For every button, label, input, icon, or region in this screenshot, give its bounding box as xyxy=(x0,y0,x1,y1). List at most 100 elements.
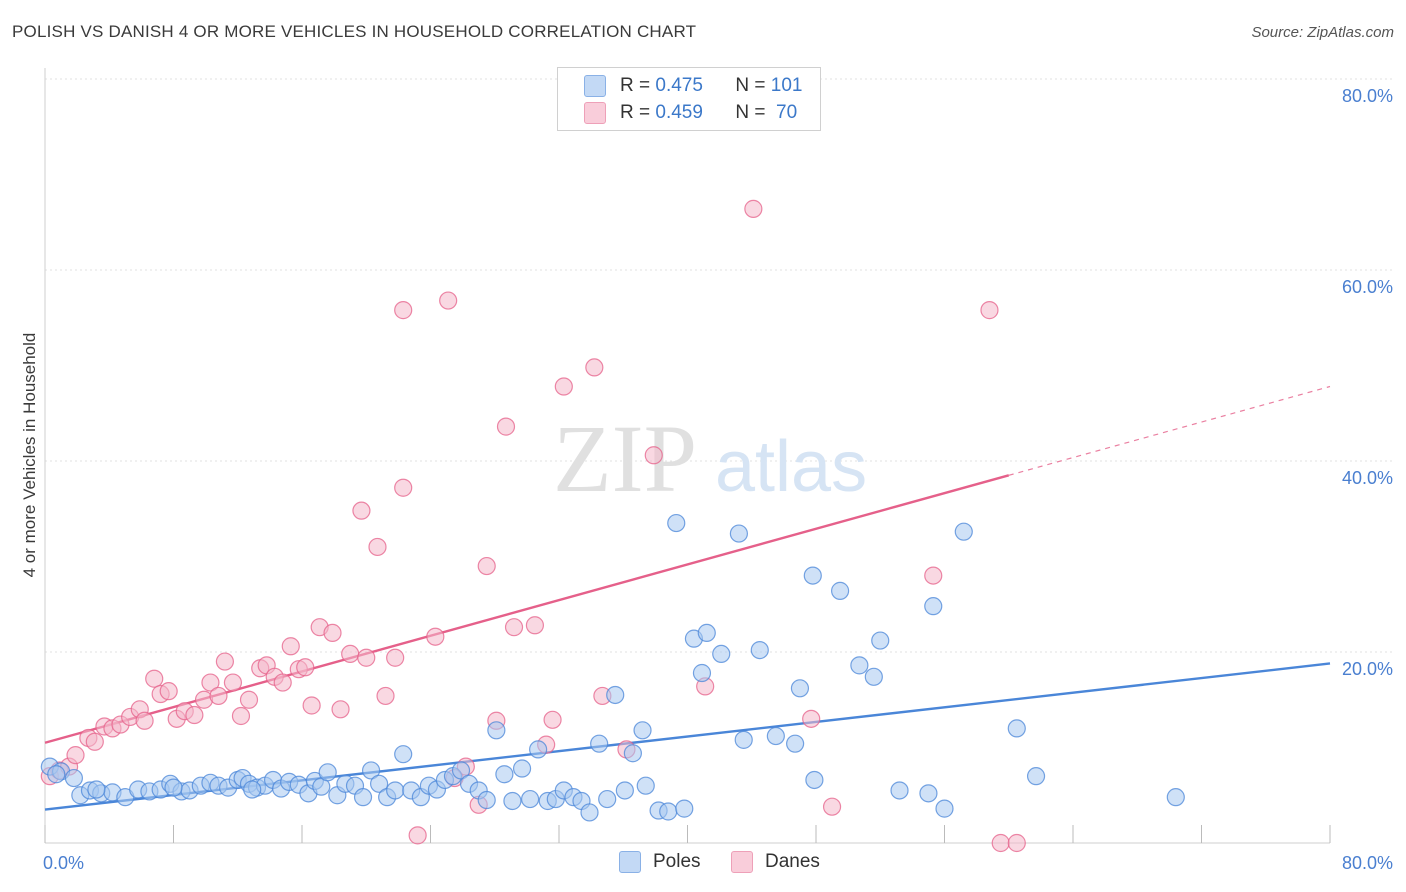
data-points xyxy=(40,199,1185,853)
legend-item-poles[interactable]: Poles xyxy=(619,851,701,873)
data-point-danes xyxy=(135,711,154,730)
data-point-danes xyxy=(554,377,573,396)
legend-n-label: N = xyxy=(735,102,771,123)
data-point-danes xyxy=(185,705,204,725)
data-point-danes xyxy=(85,732,104,751)
watermark-atlas: atlas xyxy=(715,427,867,507)
data-point-poles xyxy=(633,721,652,740)
data-point-danes xyxy=(296,658,315,677)
legend-r-label: R = xyxy=(620,75,656,96)
data-point-danes xyxy=(394,478,413,497)
data-point-danes xyxy=(281,637,300,656)
data-point-danes xyxy=(323,623,342,643)
data-point-poles xyxy=(890,781,909,800)
data-point-poles xyxy=(935,799,954,818)
data-point-poles xyxy=(606,685,625,705)
data-point-poles xyxy=(529,740,548,759)
data-point-danes xyxy=(585,358,604,377)
data-point-poles xyxy=(790,679,810,698)
legend-row-poles: R = 0.475 N = 101 xyxy=(584,74,802,98)
legend-n-value: 70 xyxy=(770,102,798,123)
data-point-poles xyxy=(871,631,890,650)
data-point-poles xyxy=(712,644,731,664)
data-point-danes xyxy=(231,706,251,726)
data-point-poles xyxy=(47,765,66,784)
data-point-danes xyxy=(980,301,999,320)
legend-r-value: 0.475 xyxy=(655,75,703,96)
data-point-poles xyxy=(64,768,84,788)
data-point-poles xyxy=(850,656,869,675)
data-point-poles xyxy=(487,721,506,740)
trend-extension-danes xyxy=(1008,385,1331,476)
data-point-poles xyxy=(512,759,532,778)
data-point-danes xyxy=(496,417,516,436)
data-point-poles xyxy=(590,734,609,753)
data-point-danes xyxy=(209,686,228,706)
legend-r-label: R = xyxy=(620,102,656,123)
data-point-poles xyxy=(1026,767,1046,786)
data-point-poles xyxy=(692,663,712,683)
data-point-danes xyxy=(744,199,763,218)
data-point-poles xyxy=(729,524,749,543)
data-point-poles xyxy=(503,791,522,811)
data-point-danes xyxy=(273,673,292,692)
zipatlas-watermark: ZIP atlas xyxy=(553,405,867,512)
data-point-danes xyxy=(477,556,496,576)
watermark-zip: ZIP xyxy=(553,405,697,512)
data-point-poles xyxy=(318,763,337,782)
data-point-poles xyxy=(697,623,716,643)
y-tick-label: 60.0% xyxy=(1342,277,1393,297)
data-point-danes xyxy=(201,673,220,692)
data-point-poles xyxy=(386,781,405,800)
data-point-danes xyxy=(991,833,1010,853)
legend-item-danes[interactable]: Danes xyxy=(731,851,820,873)
chart-title: POLISH VS DANISH 4 OR MORE VEHICLES IN H… xyxy=(12,22,697,41)
data-point-poles xyxy=(615,781,634,800)
data-point-danes xyxy=(239,690,259,709)
data-point-danes xyxy=(644,446,663,465)
data-point-poles xyxy=(803,566,822,585)
data-point-danes xyxy=(302,696,321,715)
source-label: Source: ZipAtlas.com xyxy=(1251,24,1394,41)
data-point-poles xyxy=(766,726,785,746)
data-point-poles xyxy=(830,581,850,600)
data-point-poles xyxy=(786,734,805,753)
data-point-poles xyxy=(243,780,262,799)
data-point-danes xyxy=(802,709,821,728)
data-point-poles xyxy=(520,789,540,809)
stats-legend: R = 0.475 N = 101 R = 0.459 N = 70 xyxy=(557,67,821,131)
data-point-poles xyxy=(636,776,655,795)
data-point-danes xyxy=(145,669,164,688)
data-point-poles xyxy=(495,765,514,784)
data-point-danes xyxy=(341,644,360,664)
data-point-poles xyxy=(353,788,373,807)
legend-n-label: N = xyxy=(735,75,771,96)
data-point-danes xyxy=(924,566,943,585)
data-point-poles xyxy=(623,744,642,763)
data-point-poles xyxy=(87,780,106,799)
data-point-danes xyxy=(439,291,458,310)
legend-swatch-poles xyxy=(584,75,606,97)
legend-label-poles: Poles xyxy=(653,851,701,872)
legend-row-danes: R = 0.459 N = 70 xyxy=(584,101,797,125)
data-point-poles xyxy=(659,802,678,821)
data-point-poles xyxy=(451,761,471,780)
data-point-poles xyxy=(598,789,617,809)
data-point-poles xyxy=(924,597,943,616)
data-point-danes xyxy=(376,686,395,706)
data-point-danes xyxy=(394,301,413,320)
data-point-danes xyxy=(1007,833,1026,853)
series-poles xyxy=(40,513,1185,822)
trend-line-danes xyxy=(44,474,1010,744)
data-point-danes xyxy=(822,797,842,816)
y-tick-label: 80.0% xyxy=(1342,86,1393,106)
series-legend: Poles Danes xyxy=(0,851,1406,877)
x-tick-label: 0.0% xyxy=(43,853,84,873)
data-point-poles xyxy=(734,730,753,749)
data-point-poles xyxy=(370,774,389,793)
data-point-poles xyxy=(361,761,381,780)
data-point-poles xyxy=(477,790,496,810)
data-point-poles xyxy=(954,522,973,541)
data-point-poles xyxy=(864,667,883,686)
data-point-danes xyxy=(66,746,85,765)
